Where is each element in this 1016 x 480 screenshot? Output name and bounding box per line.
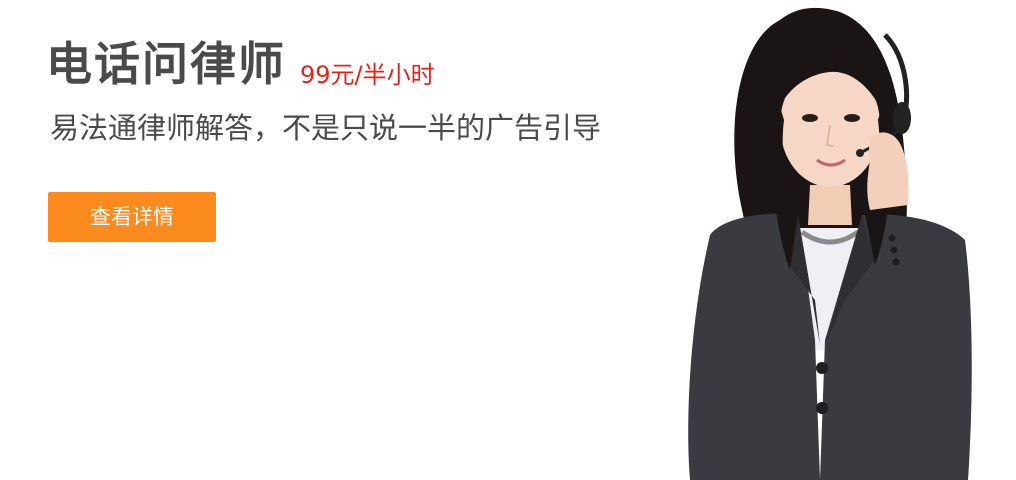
price-label: 99元/半小时 [300,61,435,89]
customer-service-agent-photo [688,7,972,480]
title-row: 电话问律师 99元/半小时 [46,36,435,92]
view-details-button[interactable]: 查看详情 [48,192,216,242]
banner-title: 电话问律师 [46,37,286,91]
banner-subtitle: 易法通律师解答，不是只说一半的广告引导 [50,111,602,145]
